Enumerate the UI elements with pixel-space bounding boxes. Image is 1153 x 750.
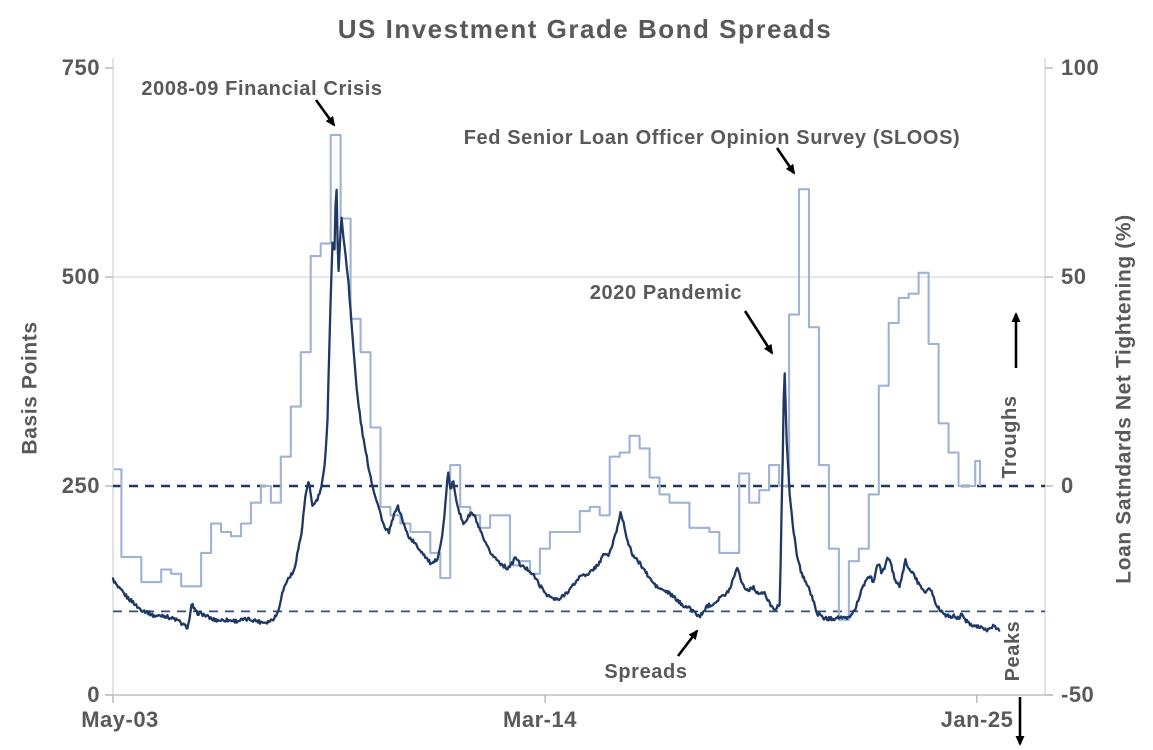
- right-axis-tick-50: 50: [1061, 264, 1087, 289]
- pandemic-annotation: 2020 Pandemic: [589, 282, 743, 304]
- spreads-annotation: Spreads: [604, 661, 688, 683]
- spreads-arrow: [676, 629, 699, 657]
- right-axis-tick-neg50: -50: [1061, 682, 1095, 707]
- right-axis-tick-0: 0: [1061, 473, 1074, 498]
- left-axis-tick-250: 250: [61, 473, 100, 498]
- left-axis-tick-500: 500: [61, 264, 100, 289]
- x-axis-tick-may03: May-03: [81, 707, 159, 732]
- x-axis-tick-mar14: Mar-14: [503, 707, 577, 732]
- right-axis-tick-100: 100: [1061, 55, 1100, 80]
- left-axis-tick-750: 750: [61, 55, 100, 80]
- sloos-arrow: [775, 147, 796, 175]
- left-axis-title: Basis Points: [18, 321, 42, 455]
- pandemic-arrow: [743, 310, 774, 355]
- left-axis-tick-0: 0: [87, 682, 100, 707]
- financial-crisis-arrow: [314, 99, 336, 127]
- financial-crisis-annotation: 2008-09 Financial Crisis: [141, 78, 383, 100]
- spreads-series-line: [111, 188, 1001, 633]
- troughs-annotation: Troughs: [999, 395, 1021, 479]
- sloos-series-line: [114, 133, 982, 621]
- peaks-annotation: Peaks: [1002, 620, 1024, 682]
- sloos-annotation: Fed Senior Loan Officer Opinion Survey (…: [463, 127, 961, 149]
- chart-title: US Investment Grade Bond Spreads: [337, 14, 833, 44]
- x-axis-tick-jan25: Jan-25: [940, 707, 1014, 732]
